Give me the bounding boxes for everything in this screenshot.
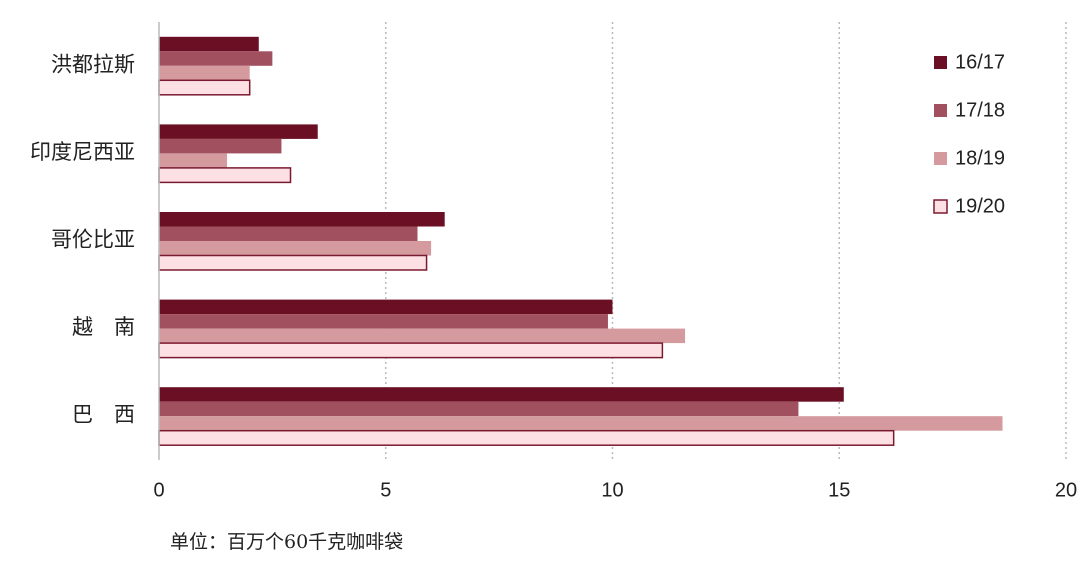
bar xyxy=(159,328,686,344)
bar xyxy=(159,226,418,241)
bar xyxy=(159,153,228,168)
x-tick-label: 0 xyxy=(153,479,164,501)
bar xyxy=(158,79,251,96)
x-tick-label: 20 xyxy=(1055,479,1077,501)
legend-swatch xyxy=(934,152,947,165)
bar xyxy=(158,254,428,271)
bar xyxy=(159,241,432,256)
bar xyxy=(159,212,445,227)
bar xyxy=(159,51,273,66)
y-tick-label: 越 南 xyxy=(72,315,135,339)
legend-swatch xyxy=(934,104,947,117)
unit-note: 单位：百万个60千克咖啡袋 xyxy=(170,531,403,553)
bar xyxy=(159,65,250,81)
y-tick-label: 印度尼西亚 xyxy=(30,140,135,164)
y-tick-label: 哥伦比亚 xyxy=(51,228,135,252)
x-tick-label: 5 xyxy=(380,479,391,501)
bar xyxy=(159,314,608,329)
legend-swatch xyxy=(934,56,947,69)
legend-label: 17/18 xyxy=(955,99,1005,121)
bar xyxy=(159,124,318,139)
y-tick-label: 巴 西 xyxy=(72,403,135,427)
bar xyxy=(159,138,282,154)
legend-label: 19/20 xyxy=(955,195,1005,217)
bar xyxy=(158,342,664,359)
bar xyxy=(159,299,613,315)
bar xyxy=(159,387,844,402)
bar xyxy=(158,167,292,184)
legend-label: 18/19 xyxy=(955,147,1005,169)
legend-swatch xyxy=(933,199,948,214)
bar xyxy=(159,36,259,52)
bar xyxy=(159,401,799,417)
y-tick-label: 洪都拉斯 xyxy=(51,52,135,76)
x-tick-label: 10 xyxy=(601,479,623,501)
x-tick-label: 15 xyxy=(828,479,850,501)
legend-label: 16/17 xyxy=(955,51,1005,73)
bar xyxy=(159,416,1003,431)
bar xyxy=(158,429,895,446)
